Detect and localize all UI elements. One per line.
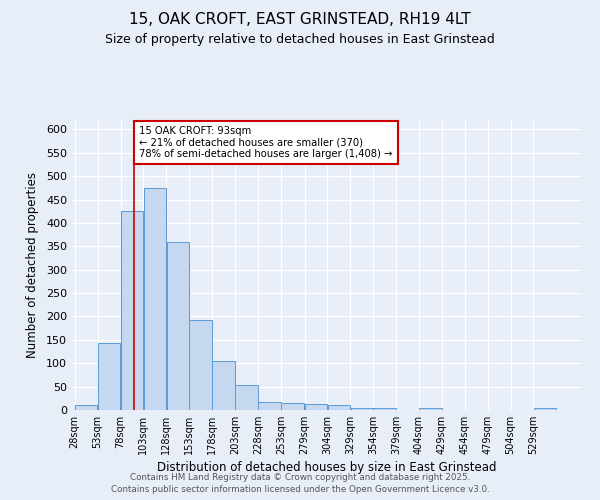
Bar xyxy=(75,406,97,410)
X-axis label: Distribution of detached houses by size in East Grinstead: Distribution of detached houses by size … xyxy=(157,461,497,474)
Bar xyxy=(143,188,166,410)
Bar xyxy=(305,404,327,410)
Bar xyxy=(235,385,257,410)
Bar xyxy=(258,402,281,410)
Bar xyxy=(281,404,304,410)
Y-axis label: Number of detached properties: Number of detached properties xyxy=(26,172,39,358)
Text: Contains public sector information licensed under the Open Government Licence v3: Contains public sector information licen… xyxy=(110,485,490,494)
Bar xyxy=(167,242,189,410)
Bar xyxy=(328,406,350,410)
Text: 15 OAK CROFT: 93sqm
← 21% of detached houses are smaller (370)
78% of semi-detac: 15 OAK CROFT: 93sqm ← 21% of detached ho… xyxy=(139,126,393,159)
Text: 15, OAK CROFT, EAST GRINSTEAD, RH19 4LT: 15, OAK CROFT, EAST GRINSTEAD, RH19 4LT xyxy=(129,12,471,28)
Bar xyxy=(350,408,373,410)
Bar xyxy=(190,320,212,410)
Bar xyxy=(212,361,235,410)
Bar xyxy=(121,211,143,410)
Text: Size of property relative to detached houses in East Grinstead: Size of property relative to detached ho… xyxy=(105,32,495,46)
Bar xyxy=(98,343,120,410)
Bar xyxy=(373,408,396,410)
Bar xyxy=(534,408,556,410)
Bar xyxy=(419,408,442,410)
Text: Contains HM Land Registry data © Crown copyright and database right 2025.: Contains HM Land Registry data © Crown c… xyxy=(130,472,470,482)
